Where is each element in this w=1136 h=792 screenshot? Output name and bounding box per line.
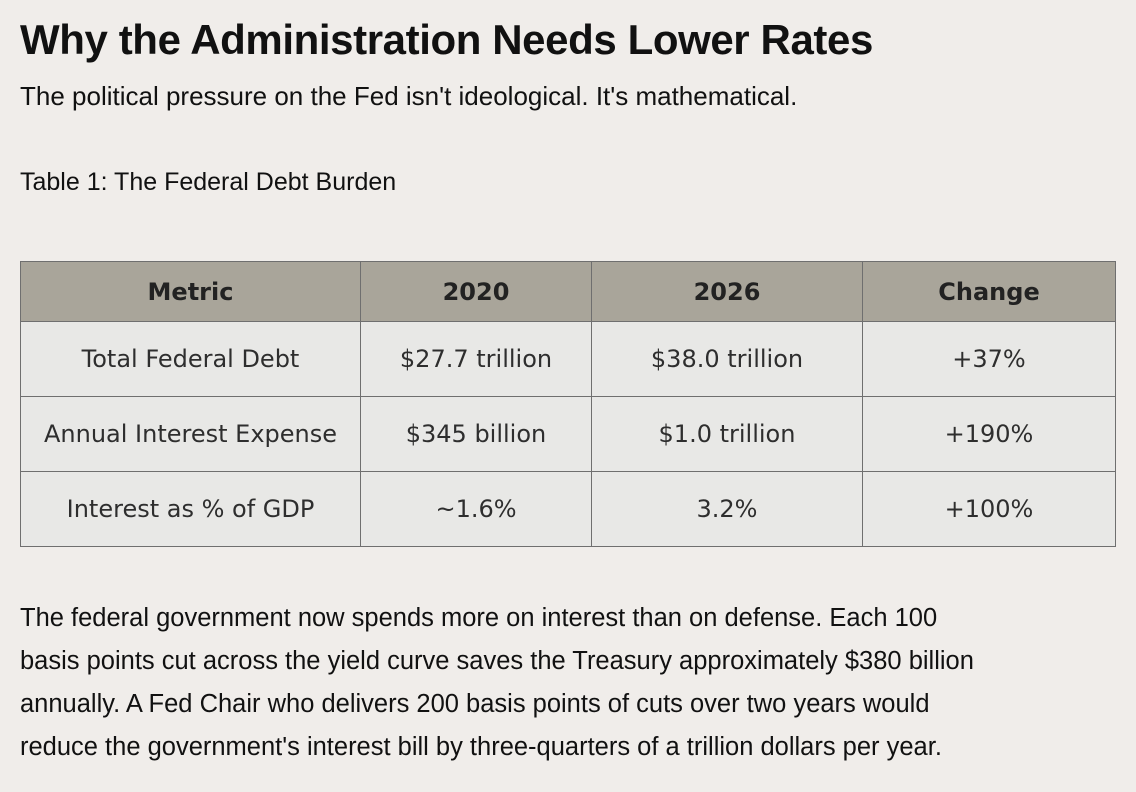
column-header-2026: 2026	[591, 261, 863, 322]
body-line: annually. A Fed Chair who delivers 200 b…	[20, 690, 930, 718]
metric-cell: Total Federal Debt	[20, 321, 361, 397]
value-2026-cell: $38.0 trillion	[591, 321, 863, 397]
body-line: The federal government now spends more o…	[20, 604, 938, 632]
page-title: Why the Administration Needs Lower Rates	[20, 16, 873, 63]
table-header-row: Metric 2020 2026 Change	[20, 261, 1116, 322]
page-subtitle: The political pressure on the Fed isn't …	[20, 81, 798, 111]
value-2020-cell: ~1.6%	[360, 471, 592, 547]
table-caption: Table 1: The Federal Debt Burden	[20, 168, 397, 196]
column-header-metric: Metric	[20, 261, 361, 322]
metric-cell: Annual Interest Expense	[20, 396, 361, 472]
value-2026-cell: 3.2%	[591, 471, 863, 547]
table-row: Total Federal Debt $27.7 trillion $38.0 …	[20, 321, 1116, 397]
change-cell: +100%	[862, 471, 1116, 547]
column-header-change: Change	[862, 261, 1116, 322]
body-line: reduce the government's interest bill by…	[20, 733, 942, 761]
metric-cell: Interest as % of GDP	[20, 471, 361, 547]
table-row: Interest as % of GDP ~1.6% 3.2% +100%	[20, 471, 1116, 547]
change-cell: +37%	[862, 321, 1116, 397]
change-cell: +190%	[862, 396, 1116, 472]
debt-table: Metric 2020 2026 Change Total Federal De…	[20, 261, 1116, 547]
body-paragraph: The federal government now spends more o…	[20, 597, 1120, 769]
value-2020-cell: $27.7 trillion	[360, 321, 592, 397]
column-header-2020: 2020	[360, 261, 592, 322]
body-line: basis points cut across the yield curve …	[20, 647, 974, 675]
value-2026-cell: $1.0 trillion	[591, 396, 863, 472]
table-row: Annual Interest Expense $345 billion $1.…	[20, 396, 1116, 472]
value-2020-cell: $345 billion	[360, 396, 592, 472]
